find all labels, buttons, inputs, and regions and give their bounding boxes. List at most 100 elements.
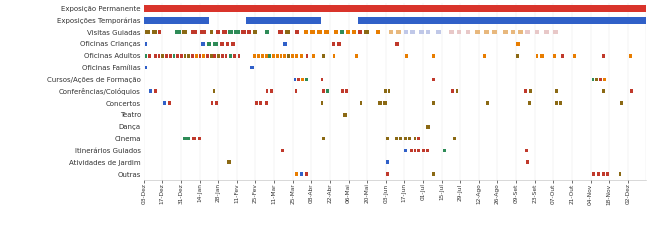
Bar xyxy=(524,90,527,93)
Bar xyxy=(210,30,214,34)
Bar xyxy=(573,54,576,58)
Bar xyxy=(559,101,562,105)
Bar xyxy=(294,78,296,81)
Bar xyxy=(229,30,233,34)
Bar xyxy=(221,54,224,58)
Bar xyxy=(326,90,329,93)
Bar xyxy=(629,90,633,93)
Bar xyxy=(414,149,417,152)
Bar xyxy=(220,42,224,46)
Bar xyxy=(300,172,303,176)
Bar xyxy=(279,54,282,58)
Bar xyxy=(485,30,489,34)
Bar xyxy=(225,42,229,46)
Bar xyxy=(352,30,356,34)
Bar xyxy=(213,90,215,93)
Bar xyxy=(451,90,454,93)
Bar xyxy=(247,30,251,34)
Bar xyxy=(198,137,201,140)
Bar xyxy=(345,30,351,34)
Bar xyxy=(295,172,298,176)
Bar xyxy=(492,30,496,34)
Bar xyxy=(305,78,308,81)
Bar xyxy=(466,30,470,34)
Bar xyxy=(215,101,218,105)
Bar xyxy=(210,54,213,58)
Bar xyxy=(175,30,181,34)
Bar xyxy=(172,54,175,58)
Bar xyxy=(306,54,308,58)
Bar xyxy=(332,54,336,58)
Bar xyxy=(154,90,157,93)
Bar xyxy=(270,90,273,93)
Bar xyxy=(301,78,304,81)
Bar xyxy=(544,30,549,34)
Bar xyxy=(199,54,201,58)
Bar xyxy=(602,90,605,93)
Bar xyxy=(295,30,299,34)
Bar xyxy=(607,172,609,176)
Bar xyxy=(443,149,446,152)
Bar xyxy=(432,78,435,81)
Bar xyxy=(432,101,435,105)
Bar xyxy=(183,54,187,58)
Bar xyxy=(404,137,407,140)
Bar xyxy=(395,42,399,46)
Bar xyxy=(192,137,196,140)
Bar xyxy=(592,78,594,81)
Bar xyxy=(417,137,421,140)
Bar xyxy=(257,54,260,58)
Bar xyxy=(317,30,321,34)
Bar xyxy=(144,42,148,46)
Bar xyxy=(528,101,531,105)
Bar xyxy=(396,30,401,34)
Bar xyxy=(404,30,408,34)
Bar xyxy=(281,149,284,152)
Bar xyxy=(386,137,389,140)
Bar xyxy=(242,30,246,34)
Bar xyxy=(388,90,390,93)
Bar xyxy=(321,78,323,81)
Bar xyxy=(511,30,515,34)
Bar xyxy=(419,30,424,34)
Bar xyxy=(214,54,216,58)
Bar xyxy=(618,172,622,176)
Bar xyxy=(157,30,161,34)
Bar xyxy=(383,101,387,105)
Bar xyxy=(217,54,220,58)
Bar xyxy=(364,30,369,34)
Bar xyxy=(323,90,325,93)
Bar xyxy=(535,54,539,58)
Bar xyxy=(518,30,522,34)
Bar xyxy=(264,101,268,105)
Bar xyxy=(526,149,528,152)
Bar xyxy=(475,30,480,34)
Bar xyxy=(278,30,283,34)
Bar xyxy=(358,17,646,24)
Bar xyxy=(295,54,298,58)
Bar xyxy=(410,149,413,152)
Bar xyxy=(182,30,187,34)
Bar xyxy=(253,30,257,34)
Bar xyxy=(246,17,321,24)
Bar xyxy=(338,42,341,46)
Bar xyxy=(325,30,329,34)
Bar xyxy=(227,160,231,164)
Bar xyxy=(229,54,232,58)
Bar xyxy=(486,101,489,105)
Bar xyxy=(144,30,150,34)
Bar xyxy=(276,54,279,58)
Bar xyxy=(453,137,456,140)
Bar xyxy=(225,54,227,58)
Bar xyxy=(386,160,389,164)
Bar xyxy=(355,54,358,58)
Bar xyxy=(602,54,605,58)
Bar xyxy=(341,90,344,93)
Bar xyxy=(312,54,315,58)
Bar xyxy=(259,101,262,105)
Bar xyxy=(602,172,605,176)
Bar xyxy=(334,30,338,34)
Bar xyxy=(264,54,268,58)
Bar xyxy=(272,54,275,58)
Bar xyxy=(378,101,382,105)
